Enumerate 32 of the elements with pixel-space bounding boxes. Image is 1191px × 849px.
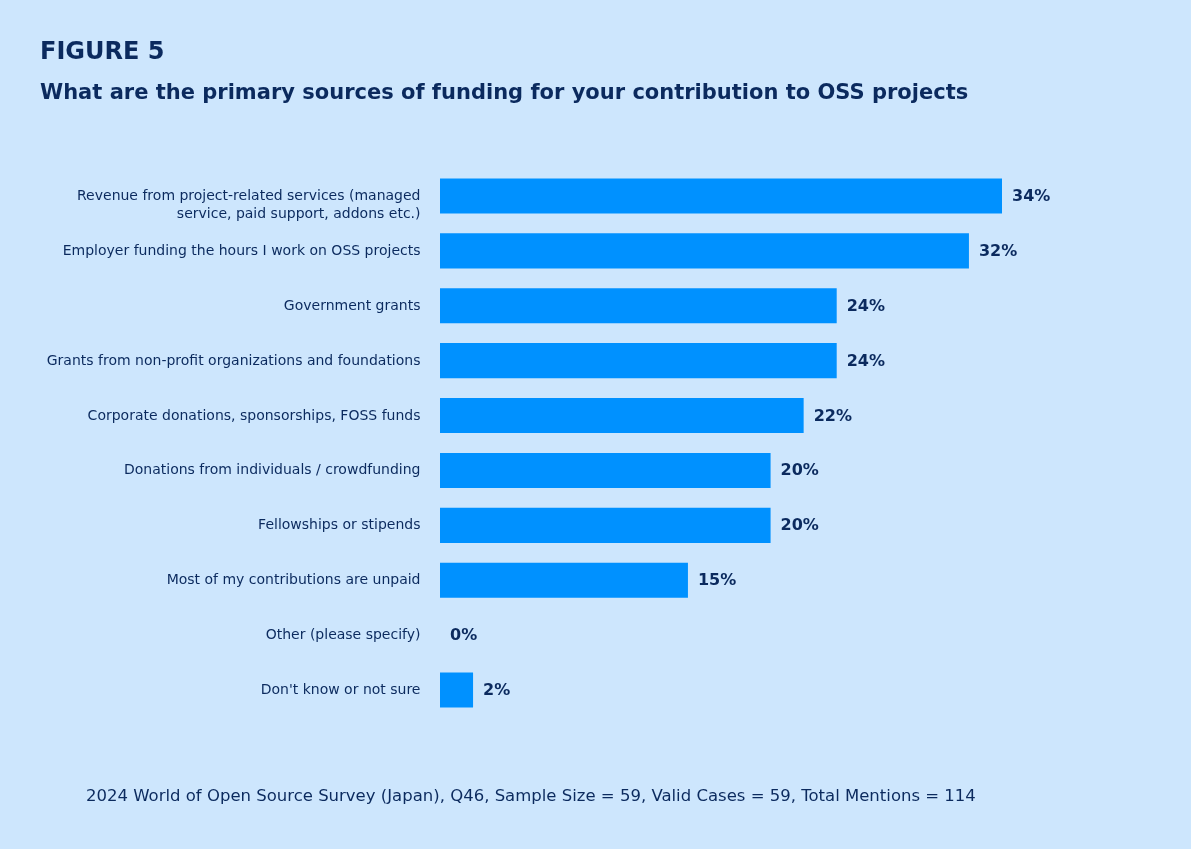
chart-subtitle: What are the primary sources of funding for your contribution to OSS projects	[40, 80, 969, 104]
bar	[440, 672, 474, 708]
bar	[440, 288, 837, 324]
y-tick-label: Employer funding the hours I work on OSS projects	[62, 241, 421, 258]
data-label: 20%	[780, 515, 819, 535]
data-label: 0%	[450, 625, 478, 645]
bar	[440, 343, 837, 379]
y-tick-label: Grants from non-profit organizations and foundations	[46, 351, 421, 368]
y-tick-label: Revenue from project-related services (managed service, paid support, addons etc.)	[77, 187, 421, 222]
text: 2024 World of Open Source Survey (Japan), Q46, Sample Size = 59, Valid Cases = 59, Total Mentions = 114	[86, 786, 976, 805]
y-tick-label: Most of my contributions are unpaid	[166, 571, 421, 588]
bar	[440, 507, 771, 543]
bar	[440, 398, 804, 434]
y-tick-label: Other (please specify)	[265, 626, 421, 643]
text: FIGURE 5	[40, 37, 165, 65]
data-label: 2%	[483, 679, 511, 699]
bar	[440, 178, 1002, 214]
data-label: 22%	[813, 405, 852, 425]
data-label: 24%	[846, 295, 885, 315]
bar	[440, 233, 969, 269]
y-tick-label: Corporate donations, sponsorships, FOSS funds	[87, 406, 421, 423]
bar	[440, 562, 688, 598]
data-label: 20%	[780, 460, 819, 480]
y-tick-label: Government grants	[283, 296, 421, 313]
y-tick-label: Fellowships or stipends	[258, 516, 421, 533]
data-label: 24%	[846, 350, 885, 370]
data-label: 15%	[697, 570, 737, 590]
y-tick-label: Don't know or not sure	[260, 680, 421, 697]
y-tick-label: Donations from individuals / crowdfunding	[123, 461, 421, 478]
data-label: 34%	[1012, 186, 1051, 206]
data-label: 32%	[978, 240, 1018, 260]
bar	[440, 452, 771, 488]
